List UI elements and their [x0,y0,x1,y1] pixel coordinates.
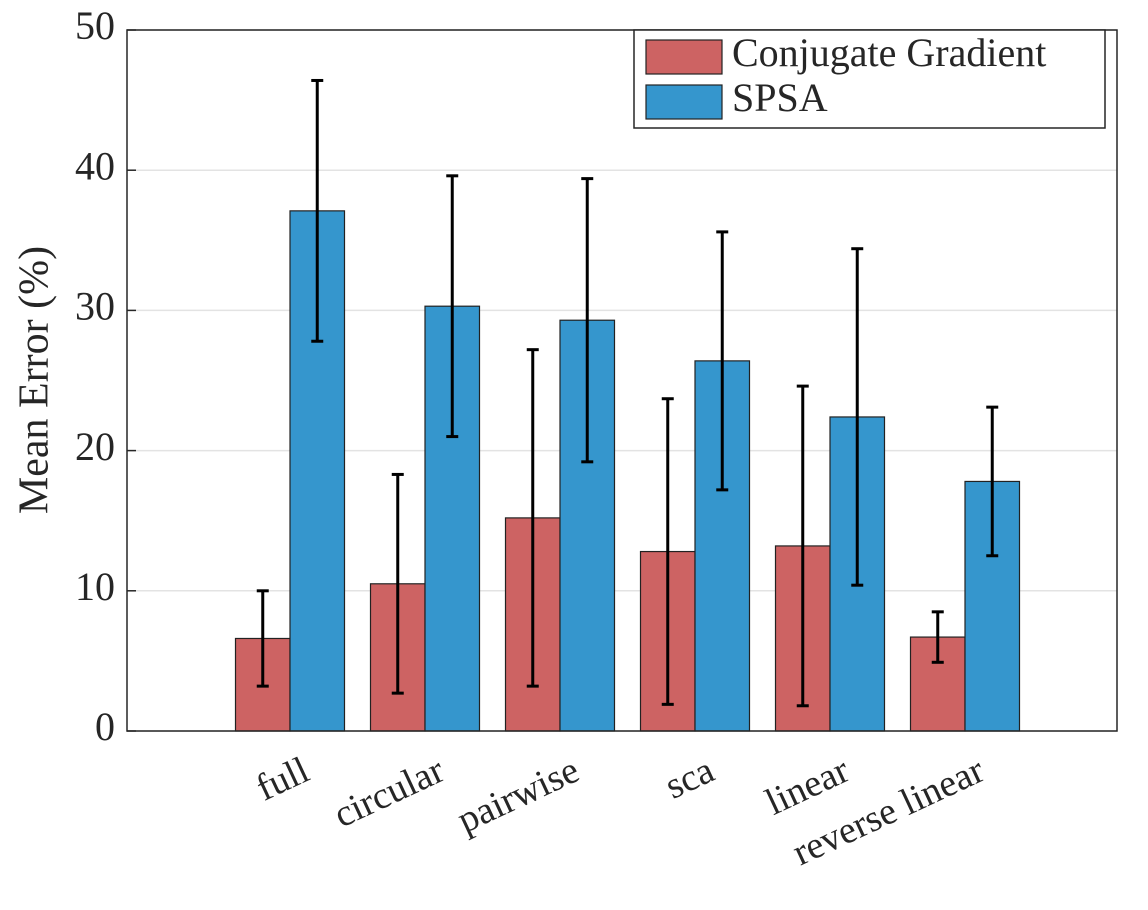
x-tick-label: circular [328,749,451,836]
error-bar [716,230,729,492]
error-bar [256,589,269,688]
error-bar [796,384,809,708]
y-tick-label: 30 [75,284,115,329]
y-tick-label: 40 [75,143,115,188]
legend-label: SPSA [732,75,828,120]
error-bar [851,247,864,587]
error-bar [446,174,459,439]
legend-label: Conjugate Gradient [732,30,1046,75]
y-tick-label: 20 [75,424,115,469]
y-tick-label: 10 [75,564,115,609]
error-bar [661,397,674,706]
error-bar [526,348,539,688]
error-bar [391,472,404,695]
error-bar [931,610,944,664]
x-tick-label: sca [659,749,721,808]
y-tick-label: 50 [75,3,115,48]
plot-frame [126,29,1118,732]
legend-swatch [645,39,723,75]
error-bar [986,405,999,558]
legend-swatch [645,84,723,120]
error-bar [311,78,324,343]
y-axis-label: Mean Error (%) [12,246,58,514]
x-tick-label: pairwise [451,749,585,841]
y-tick-label: 0 [95,704,115,749]
x-tick-label: full [250,749,316,809]
error-bar [581,177,594,464]
